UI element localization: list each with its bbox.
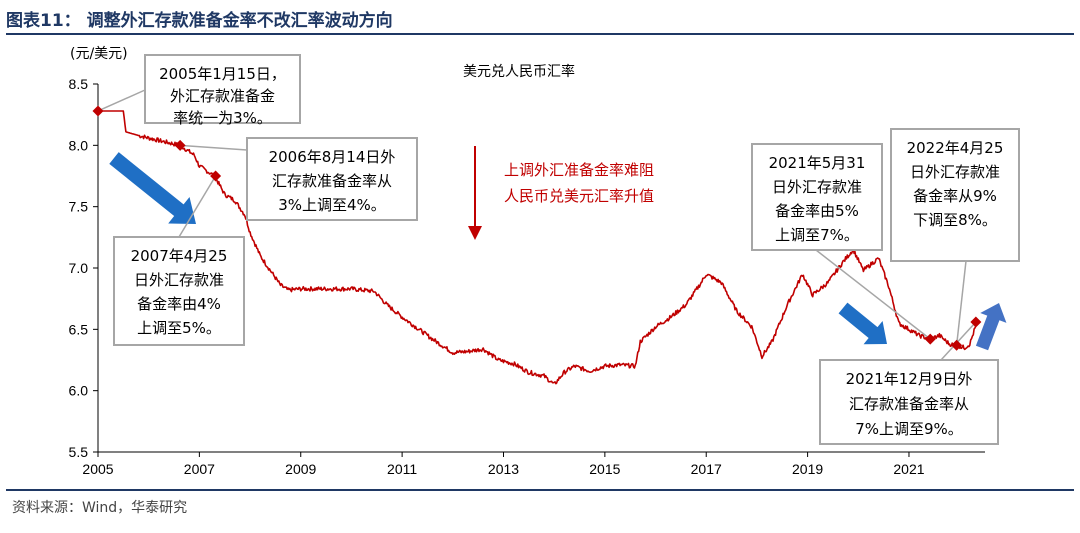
header-rule [6,33,1074,35]
y-unit-label: (元/美元) [70,46,128,62]
annotation-leader-2 [180,144,248,151]
annotation-line: 下调至8%。 [913,211,997,229]
rate-change-marker-6 [970,316,982,328]
annotation-line: 2021年12月9日外 [846,370,973,388]
note-line: 上调外汇准备金率难阻 [504,161,654,179]
annotation-leader-1 [97,89,146,112]
y-tick-label: 6.5 [69,321,89,337]
up-arrow-right [975,303,1007,351]
annotation-line: 上调至5%。 [137,319,221,337]
annotation-line: 2005年1月15日， [159,65,286,83]
annotation-line: 备金率由4% [137,295,221,313]
annotation-line: 日外汇存款准 [910,163,1000,181]
x-tick-label: 2019 [792,461,823,477]
annotation-line: 率统一为3%。 [173,109,272,127]
annotation-line: 7%上调至9%。 [855,420,963,438]
annotation-box-6 [819,359,999,445]
x-tick-label: 2013 [488,461,519,477]
annotation-line: 备金率从9% [913,187,997,205]
x-tick-label: 2009 [285,461,316,477]
source-note: 资料来源：Wind，华泰研究 [12,500,188,516]
annotation-line: 汇存款准备金率从 [272,172,392,190]
y-tick-label: 6.0 [69,383,89,399]
rate-change-marker-1 [92,105,104,117]
annotation-box-4 [751,143,883,251]
rate-change-marker-3 [210,170,222,182]
y-tick-label: 8.5 [69,76,89,92]
x-tick-label: 2021 [893,461,924,477]
x-tick-label: 2005 [82,461,113,477]
rate-change-marker-4 [924,333,936,345]
annotation-line: 2006年8月14日外 [269,148,396,166]
exchange-rate-series-line [98,110,977,385]
y-tick-label: 5.5 [69,444,89,460]
x-tick-label: 2011 [387,461,417,477]
annotation-box-5 [890,128,1020,262]
annotation-line: 日外汇存款准 [134,271,224,289]
footer-rule [6,489,1074,491]
annotation-line: 日外汇存款准 [772,178,862,196]
annotation-line: 备金率由5% [775,202,859,220]
x-tick-label: 2017 [691,461,722,477]
annotation-line: 外汇存款准备金 [170,87,275,105]
down-arrow-right [838,302,887,345]
note-line: 人民币兑美元汇率升值 [504,187,654,205]
annotation-box-1 [144,54,301,124]
note-arrow-head [468,226,482,240]
x-tick-label: 2015 [589,461,620,477]
annotation-line: 上调至7%。 [775,226,859,244]
annotation-line: 3%上调至4%。 [278,196,386,214]
rate-change-marker-5 [951,339,963,351]
annotation-line: 2021年5月31 [769,154,866,172]
annotation-leader-4 [815,249,931,340]
x-tick-label: 2007 [184,461,215,477]
series-label: 美元兑人民币汇率 [463,63,575,80]
annotation-box-2 [246,137,418,221]
annotation-line: 汇存款准备金率从 [849,395,969,413]
annotation-leader-3 [178,175,217,238]
annotation-leader-6 [940,321,977,361]
annotation-box-3 [113,236,245,346]
y-tick-label: 8.0 [69,137,89,153]
y-tick-label: 7.5 [69,199,89,215]
figure-header: 图表11： 调整外汇存款准备金率不改汇率波动方向 [0,0,1080,35]
annotation-leader-5 [955,260,967,346]
annotation-line: 2007年4月25 [131,247,228,265]
y-tick-label: 7.0 [69,260,89,276]
down-arrow-left [109,152,196,224]
rate-change-marker-2 [174,139,186,151]
annotation-line: 2022年4月25 [907,139,1004,157]
figure-title: 图表11： 调整外汇存款准备金率不改汇率波动方向 [6,11,393,31]
